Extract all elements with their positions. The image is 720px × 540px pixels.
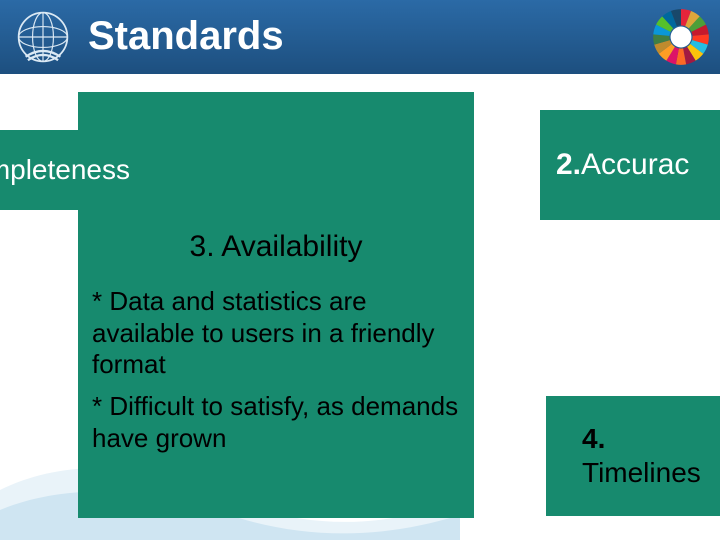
completeness-label: mpleteness [0,154,130,186]
availability-num: 3. [190,230,215,263]
un-logo-icon [14,8,72,66]
accuracy-num: 2. [556,148,581,182]
accuracy-box: 2. Accurac [540,110,720,220]
availability-title: 3. Availability [78,230,474,264]
availability-bullet-1: * Data and statistics are available to u… [92,286,462,381]
timeliness-label: Timelines [582,456,701,490]
completeness-box: mpleteness [0,130,140,210]
timeliness-box: 4. Timelines [546,396,720,516]
availability-bullet-2: * Difficult to satisfy, as demands have … [92,391,462,454]
availability-label: Availability [215,230,363,263]
slide: Standards 3. Availability * Data and sta… [0,0,720,540]
availability-body: * Data and statistics are available to u… [92,286,462,465]
timeliness-num: 4. [582,422,605,456]
sdg-wheel-icon [652,8,710,66]
accuracy-label: Accurac [581,148,689,182]
page-title: Standards [88,14,284,59]
